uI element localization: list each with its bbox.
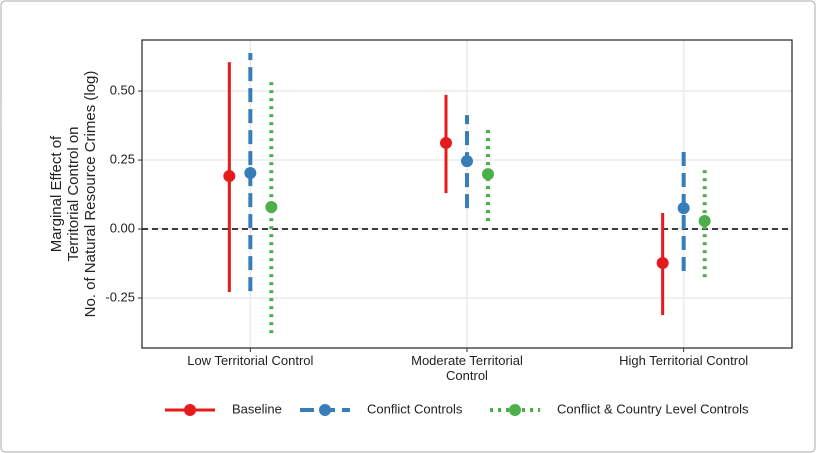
point xyxy=(440,136,452,149)
legend-label: Conflict Controls xyxy=(367,401,463,416)
point xyxy=(698,215,711,228)
y-tick-label: 0.00 xyxy=(110,220,135,235)
legend-point xyxy=(319,404,331,416)
y-tick-label: 0.25 xyxy=(110,151,135,166)
legend-label: Conflict & Country Level Controls xyxy=(557,401,749,416)
y-axis-title-line: Territorial Control on xyxy=(65,126,82,261)
y-axis-title-line: Marginal Effect of xyxy=(48,135,65,252)
point xyxy=(656,256,669,269)
point xyxy=(265,200,278,213)
legend-point xyxy=(184,404,196,416)
point xyxy=(244,167,257,180)
legend-point xyxy=(509,404,521,416)
y-tick-label: -0.25 xyxy=(105,289,135,304)
y-tick-label: 0.50 xyxy=(110,82,135,97)
x-tick-label: Low Territorial Control xyxy=(187,353,314,368)
legend-label: Baseline xyxy=(232,401,282,416)
point xyxy=(677,202,690,215)
point xyxy=(223,170,236,183)
point xyxy=(482,168,494,181)
y-axis-title-line: No. of Natural Resource Crimes (log) xyxy=(82,71,99,318)
x-tick-label: High Territorial Control xyxy=(619,353,749,368)
point xyxy=(461,155,473,168)
y-axis-title: Marginal Effect of Territorial Control on… xyxy=(48,71,99,318)
x-tick-label: Moderate Territorial Control xyxy=(411,353,523,383)
